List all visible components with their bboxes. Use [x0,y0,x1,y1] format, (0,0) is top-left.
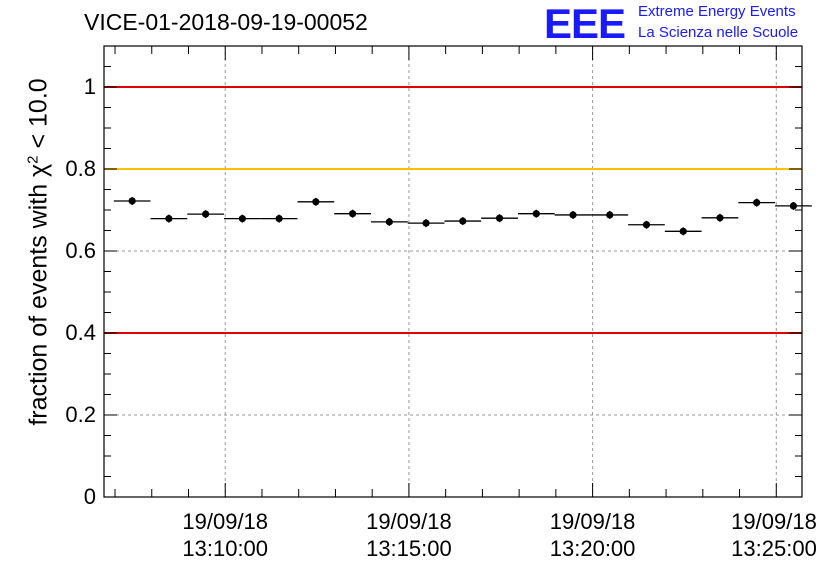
eee-logo-mark: EEE [544,0,626,47]
data-point [532,210,540,218]
y-tick-label: 0.4 [65,320,96,345]
data-point [606,211,614,219]
x-tick-label-date: 19/09/18 [366,509,452,534]
x-tick-label: 19/09/18 13:20:00 [533,508,653,562]
x-tick-label-time: 13:10:00 [182,536,269,561]
chart-title: VICE-01-2018-09-19-00052 [84,9,368,35]
x-tick-label-time: 13:15:00 [366,536,452,561]
data-point [753,199,761,207]
y-tick-label: 0.2 [65,402,96,427]
data-point [716,214,724,222]
data-point [679,227,687,235]
x-tick-label: 19/09/18 13:25:00 [714,508,834,562]
data-point [569,211,577,219]
eee-logo: EEE Extreme Energy Events La Scienza nel… [544,2,834,46]
data-point [275,215,283,223]
data-point [202,210,210,218]
y-axis-label-prefix: fraction of events with [24,176,53,426]
plot-frame [103,45,803,498]
x-tick-label-date: 19/09/18 [182,509,269,534]
y-tick-label: 1 [83,74,96,99]
data-point [238,215,246,223]
data-point [128,197,136,205]
data-point [385,218,393,226]
x-tick-label: 19/09/18 13:10:00 [165,508,285,562]
data-point [642,221,651,229]
logo-line-2: La Scienza nelle Scuole [638,24,799,41]
x-tick-label-time: 13:25:00 [731,536,817,561]
y-tick-label: 0 [83,484,96,509]
data-point [165,215,173,223]
x-tick-label-date: 19/09/18 [731,509,817,534]
x-tick-label: 19/09/18 13:15:00 [349,508,469,562]
data-point [459,217,467,225]
y-tick-label: 0.6 [65,238,96,263]
data-point [348,210,357,218]
data-point [312,198,320,206]
x-tick-label-time: 13:20:00 [549,536,636,561]
logo-line-1: Extreme Energy Events [638,3,796,20]
x-tick-label-date: 19/09/18 [549,509,636,534]
data-point [789,202,798,210]
data-point [422,219,430,227]
data-point [495,214,504,222]
y-tick-label: 0.8 [65,156,96,181]
